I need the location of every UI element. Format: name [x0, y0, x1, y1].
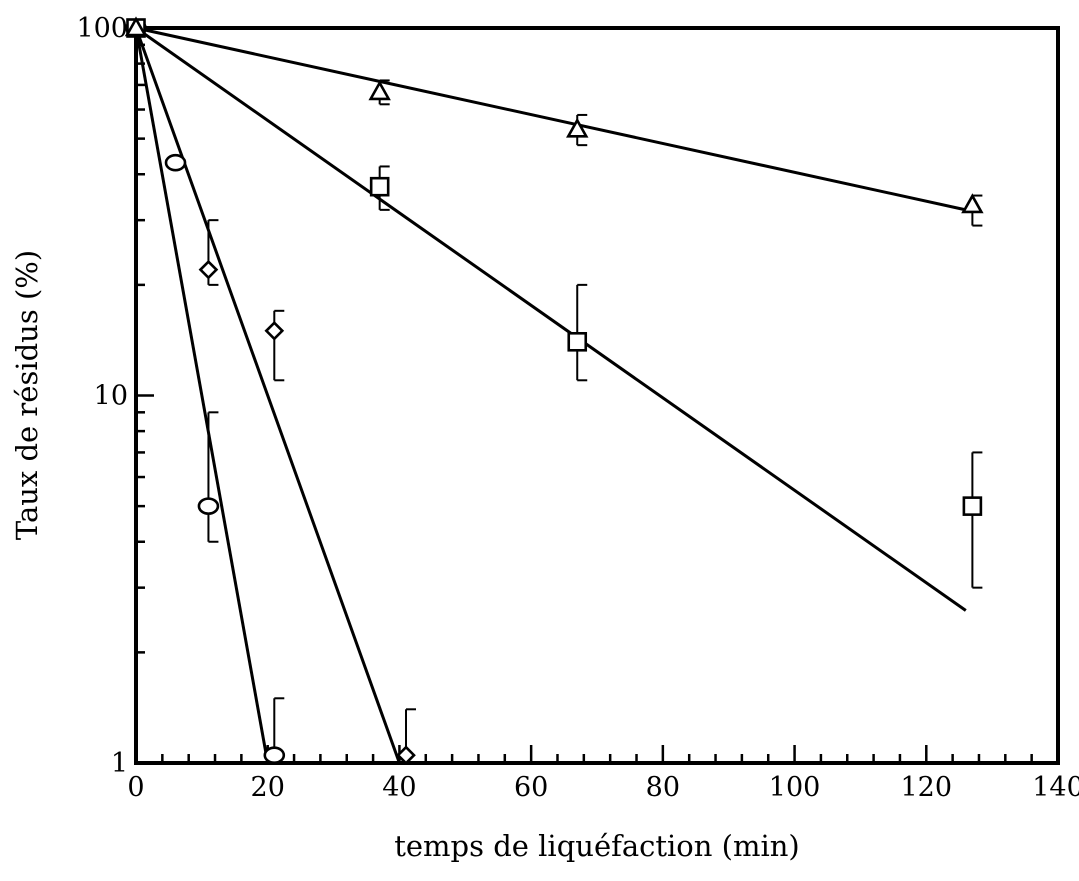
fit-lines [134, 26, 967, 764]
data-point-triangle [566, 117, 589, 138]
data-markers [124, 16, 984, 766]
fit-line-square [135, 26, 967, 612]
error-bars [207, 79, 983, 764]
plot-frame [134, 26, 1060, 765]
y-tick-label: 100 [76, 13, 128, 44]
data-point-triangle [961, 193, 984, 214]
data-point-square [369, 176, 390, 197]
fit-line-triangle [135, 26, 967, 212]
data-point-diamond [264, 320, 285, 341]
x-tick-label: 100 [769, 772, 821, 803]
x-tick-label: 20 [251, 772, 285, 803]
x-tick-label: 80 [646, 772, 680, 803]
data-point-square [567, 331, 588, 352]
fit-line-diamond [134, 27, 401, 764]
data-point-square [962, 496, 983, 516]
data-point-circle [263, 746, 286, 765]
data-point-triangle [124, 16, 148, 37]
x-axis-label: temps de liquéfaction (min) [394, 829, 800, 863]
x-tick-label: 140 [1032, 772, 1079, 803]
axis-ticks [136, 43, 1033, 763]
data-point-circle [164, 153, 187, 172]
data-point-circle [197, 497, 220, 515]
y-axis-label: Taux de résidus (%) [10, 250, 44, 540]
data-point-triangle [368, 80, 391, 101]
fit-line-circle [134, 27, 270, 764]
x-tick-label: 60 [514, 772, 548, 803]
data-point-diamond [396, 745, 416, 766]
y-tick-label: 1 [111, 748, 128, 779]
x-tick-label: 120 [901, 772, 953, 803]
tick-labels: 0 20 40 60 80 100 120 140 1 10 100 [76, 13, 1079, 803]
x-tick-label: 40 [382, 772, 416, 803]
data-point-diamond [198, 259, 219, 280]
y-tick-label: 10 [94, 381, 128, 412]
x-tick-label: 0 [127, 772, 144, 803]
